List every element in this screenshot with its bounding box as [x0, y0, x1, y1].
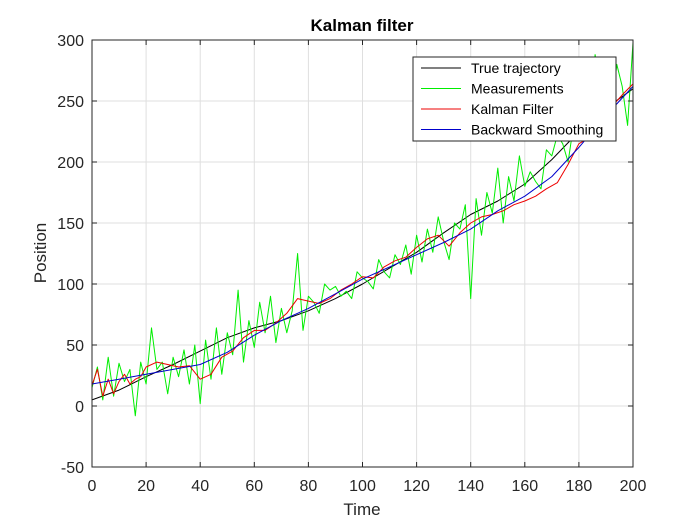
series-layer: [91, 42, 634, 417]
x-tick-label: 200: [620, 478, 647, 495]
legend-label-kalman-filter: Kalman Filter: [471, 101, 554, 117]
series-backward-smoothing-line: [91, 86, 634, 385]
x-tick-label: 180: [566, 478, 593, 495]
ticks: 0 20 40 60 80 100 120 140 160 180 200-500501001502…: [57, 33, 646, 495]
legend-label-measurements: Measurements: [471, 81, 564, 97]
x-tick-label: 160: [511, 478, 538, 495]
y-tick-label: 150: [57, 216, 84, 233]
x-tick-label: 40: [191, 478, 209, 495]
chart-title: Kalman filter: [311, 16, 414, 35]
y-tick-label: 250: [57, 94, 84, 111]
y-tick-label: 300: [57, 33, 84, 50]
x-tick-label: 0: [88, 478, 97, 495]
x-tick-label: 140: [457, 478, 484, 495]
x-tick-label: 100: [349, 478, 376, 495]
legend: True trajectory Measurements Kalman Filter…: [412, 56, 617, 142]
legend-box: [412, 56, 617, 142]
series-measurements-line: [91, 42, 634, 417]
legend-label-backward-smoothing: Backward Smoothing: [471, 122, 603, 138]
x-tick-label: 60: [245, 478, 263, 495]
y-tick-label: 100: [57, 277, 84, 294]
x-tick-label: 80: [300, 478, 318, 495]
y-tick-label: -50: [61, 460, 84, 477]
y-tick-label: 50: [66, 338, 84, 355]
legend-label-true-trajectory: True trajectory: [471, 60, 561, 76]
x-axis-label: Time: [343, 500, 380, 519]
y-tick-label: 200: [57, 155, 84, 172]
x-tick-label: 120: [403, 478, 430, 495]
x-tick-label: 20: [137, 478, 155, 495]
y-axis-label: Position: [31, 223, 50, 283]
y-tick-label: 0: [75, 399, 84, 416]
